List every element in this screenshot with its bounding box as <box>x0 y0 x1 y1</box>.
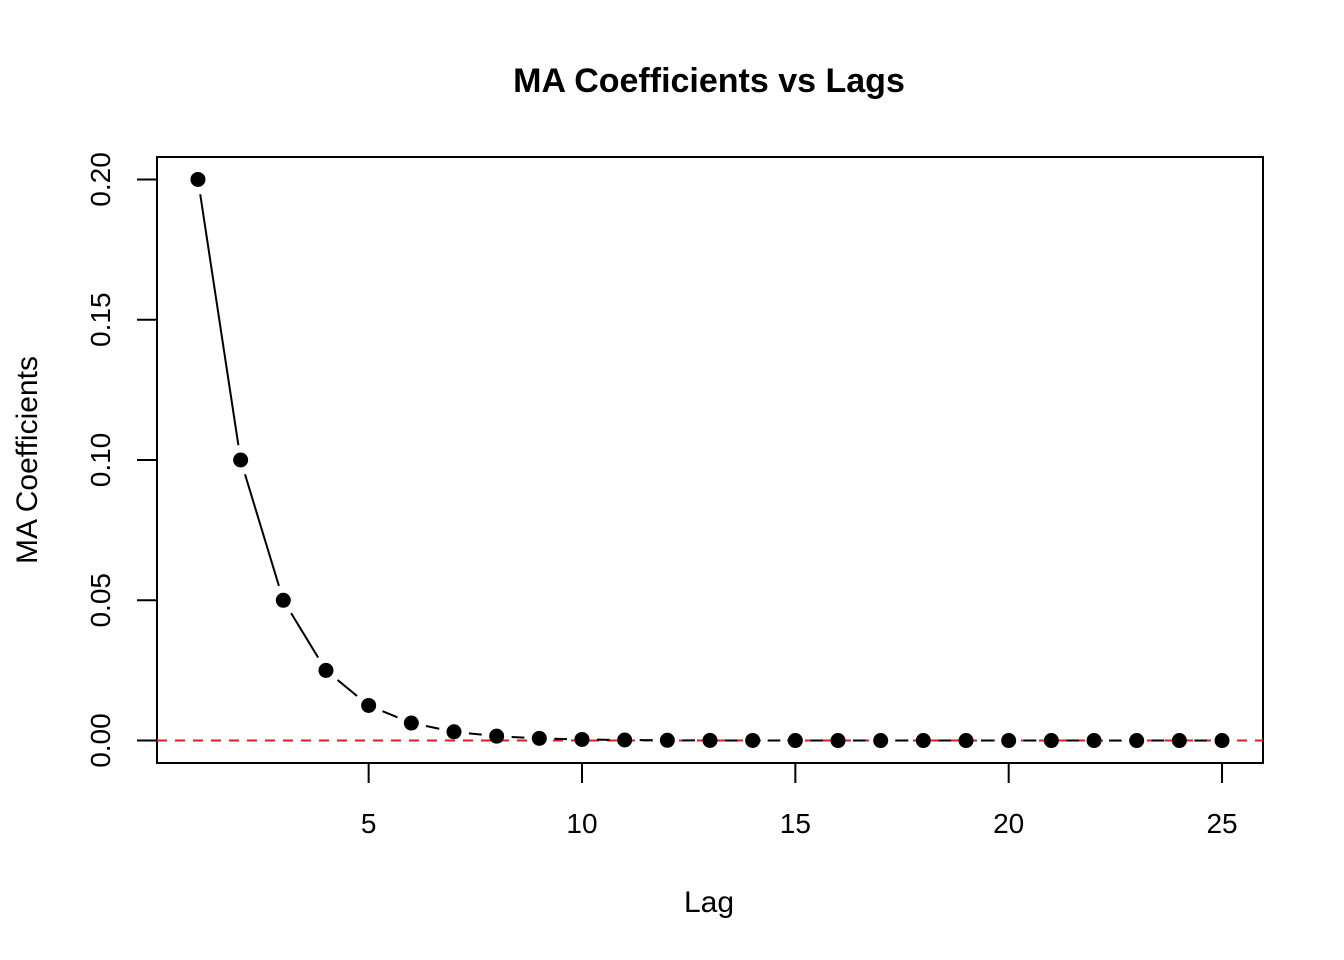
x-axis-label: Lag <box>684 886 734 919</box>
y-tick-label: 0.10 <box>85 433 116 488</box>
data-point <box>403 715 419 731</box>
data-point <box>574 731 590 747</box>
data-point <box>1043 733 1059 749</box>
chart-title: MA Coefficients vs Lags <box>513 62 905 100</box>
data-point <box>1214 733 1230 749</box>
series-line-segment <box>511 735 525 739</box>
data-point <box>617 732 633 748</box>
x-tick-label: 5 <box>361 808 377 839</box>
data-point <box>1086 733 1102 749</box>
data-point <box>446 724 462 740</box>
data-point <box>1129 733 1145 749</box>
series-line-segment <box>336 679 358 697</box>
y-tick-label: 0.15 <box>85 292 116 347</box>
y-tick-label: 0.20 <box>85 152 116 207</box>
series-line-segment <box>468 732 482 736</box>
y-tick-label: 0.00 <box>85 713 116 768</box>
data-point <box>275 592 291 608</box>
data-point <box>190 171 206 187</box>
x-tick-label: 10 <box>566 808 597 839</box>
y-tick-label: 0.05 <box>85 573 116 628</box>
x-axis: 5 10 15 20 25 <box>361 763 1238 839</box>
data-point <box>659 732 675 748</box>
data-point <box>702 732 718 748</box>
data-point <box>233 452 249 468</box>
data-point <box>915 733 931 749</box>
x-tick-label: 25 <box>1206 808 1237 839</box>
data-point <box>489 728 505 744</box>
data-point <box>958 733 974 749</box>
series-line-segment <box>425 725 440 730</box>
data-point <box>1171 733 1187 749</box>
x-tick-label: 15 <box>780 808 811 839</box>
data-point <box>531 730 547 746</box>
series-line-layer <box>199 194 1208 742</box>
data-point <box>830 733 846 749</box>
series-line-segment <box>290 612 320 659</box>
data-point <box>318 662 334 678</box>
y-axis-label: MA Coefficients <box>11 356 44 564</box>
series-line-segment <box>382 710 398 719</box>
data-point <box>745 732 761 748</box>
series-line-segment <box>244 474 280 587</box>
series-line-segment <box>199 194 240 446</box>
y-axis: 0.00 0.05 0.10 0.15 0.20 <box>85 152 157 768</box>
data-point <box>361 697 377 713</box>
data-points-layer <box>190 171 1230 749</box>
data-point <box>873 733 889 749</box>
data-point <box>787 733 803 749</box>
x-tick-label: 20 <box>993 808 1024 839</box>
data-point <box>1001 733 1017 749</box>
